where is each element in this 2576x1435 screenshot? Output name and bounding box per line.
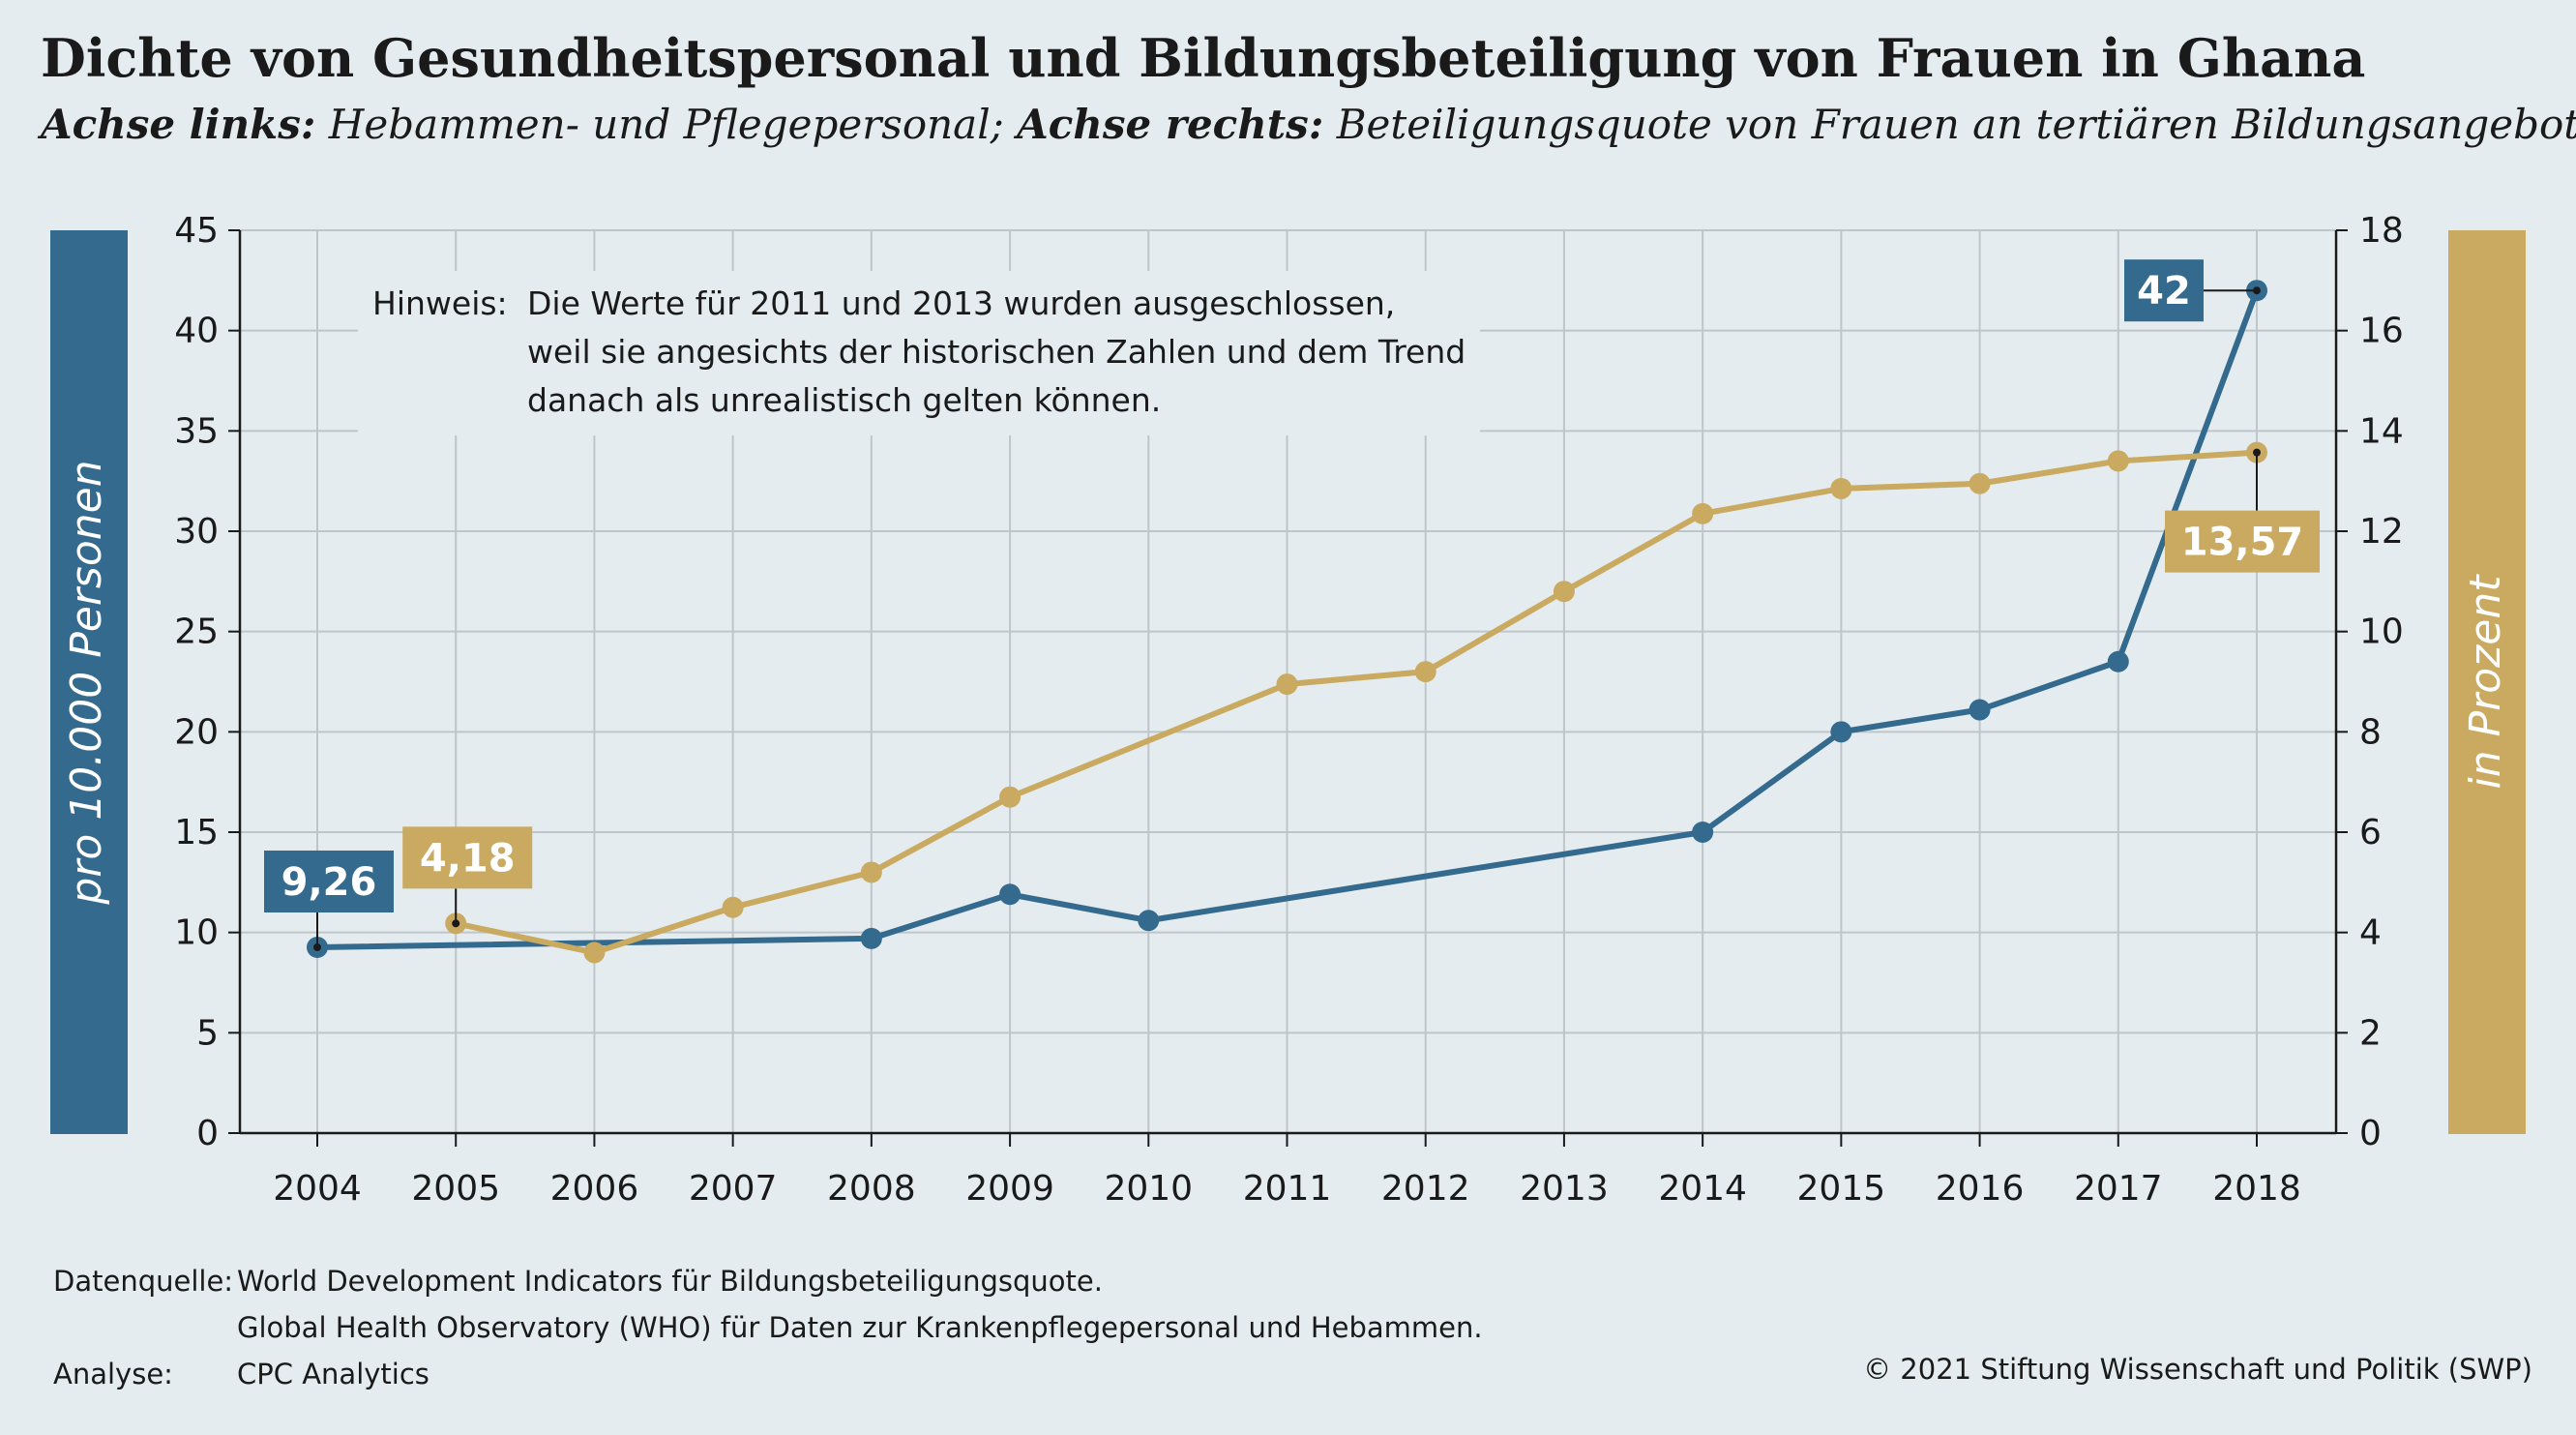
annotation-anchor-dot (2253, 286, 2261, 295)
x-axis-tick-label: 2004 (273, 1169, 362, 1209)
left-axis-tick-label: 40 (174, 312, 219, 351)
x-axis-tick-label: 2015 (1797, 1169, 1886, 1209)
right-axis-tick-label: 10 (2359, 613, 2404, 652)
x-axis-tick-label: 2010 (1104, 1169, 1193, 1209)
note-label: Hinweis: (372, 284, 508, 322)
annotation-label: 42 (2137, 269, 2191, 314)
left-axis-tick-label: 0 (196, 1114, 219, 1153)
annotation-badge (2124, 259, 2204, 322)
data-point-right (1414, 661, 1436, 683)
x-axis-tick-label: 2017 (2074, 1169, 2163, 1209)
source-text-1: World Development Indicators für Bildung… (237, 1265, 1103, 1298)
data-point-right (1830, 477, 1852, 499)
left-axis-tick-label: 30 (174, 512, 219, 552)
data-point-right (1276, 673, 1298, 696)
data-point-left (1969, 699, 1991, 721)
data-point-right (1553, 581, 1575, 603)
x-axis-tick-label: 2014 (1658, 1169, 1747, 1209)
x-axis-tick-label: 2018 (2212, 1169, 2301, 1209)
right-axis-tick-label: 8 (2359, 712, 2382, 752)
series-layer (307, 280, 2267, 964)
grid (240, 229, 2336, 1133)
annotation-badge (2165, 510, 2320, 573)
left-axis-tick-label: 20 (174, 712, 219, 752)
subtitle-right-label: Achse rechts: (1017, 101, 1324, 148)
x-axis-tick-label: 2013 (1520, 1169, 1609, 1209)
annotation-anchor-dot (2253, 448, 2261, 457)
right-axis-tick-label: 18 (2359, 211, 2404, 251)
x-axis-tick-label: 2011 (1243, 1169, 1332, 1209)
subtitle-left-text: Hebammen- und Pflegepersonal; (315, 101, 1018, 148)
right-axis-tick-label: 6 (2359, 813, 2382, 852)
right-axis-tick-label: 12 (2359, 512, 2404, 552)
x-axis-tick-label: 2006 (550, 1169, 639, 1209)
annotation-layer: 9,26 4,18 42 13,57 (264, 259, 2320, 952)
right-axis-tick-label: 14 (2359, 411, 2404, 451)
data-point-right (999, 786, 1022, 808)
data-point-right (1692, 502, 1714, 524)
analysis-text: CPC Analytics (237, 1358, 429, 1390)
data-point-left (1830, 721, 1852, 743)
left-axis-title: pro 10.000 Personen (62, 460, 111, 905)
note-line-2: weil sie angesichts der historischen Zah… (527, 333, 1466, 371)
data-point-right (583, 942, 606, 964)
right-axis-band (2448, 230, 2526, 1134)
axes: 0 5 10 15 20 25 30 35 40 45 0 2 4 6 8 10 12 14 16 18 2004 200… (174, 211, 2404, 1209)
data-point-left (1138, 910, 1160, 932)
x-axis-tick-label: 2005 (411, 1169, 500, 1209)
analysis-row: Analyse: CPC Analytics (53, 1351, 1483, 1397)
data-point-left (2107, 650, 2129, 673)
data-point-right (1969, 472, 1991, 494)
data-point-left (1692, 822, 1714, 843)
source-label: Datenquelle: (53, 1265, 234, 1298)
analysis-label: Analyse: (53, 1358, 173, 1390)
left-axis-tick-label: 25 (174, 613, 219, 652)
annotation-badge (402, 826, 533, 889)
x-axis-tick-label: 2012 (1381, 1169, 1470, 1209)
left-axis-tick-label: 10 (174, 913, 219, 953)
right-axis-title: in Prozent (2461, 574, 2510, 790)
data-point-right (722, 896, 744, 918)
data-point-right (860, 861, 882, 883)
x-axis-tick-label: 2016 (1936, 1169, 2025, 1209)
annotation-anchor-dot (313, 943, 321, 952)
data-point-left (860, 927, 882, 949)
right-axis-tick-label: 2 (2359, 1013, 2382, 1053)
x-axis-tick-label: 2009 (965, 1169, 1054, 1209)
left-axis-tick-label: 15 (174, 813, 219, 852)
source-row-1: Datenquelle: World Development Indicator… (53, 1258, 1483, 1304)
left-axis-tick-label: 35 (174, 411, 219, 451)
note-line-3: danach als unrealistisch gelten können. (527, 381, 1161, 419)
x-axis-tick-label: 2008 (827, 1169, 916, 1209)
left-axis-tick-label: 45 (174, 211, 219, 251)
chart-subtitle: Achse links: Hebammen- und Pflegepersona… (41, 101, 2576, 148)
left-axis-band (50, 230, 128, 1134)
source-text-2: Global Health Observatory (WHO) für Date… (237, 1311, 1483, 1344)
subtitle-right-text: Beteiligungsquote von Frauen an tertiäre… (1323, 101, 2576, 148)
right-axis-tick-label: 0 (2359, 1114, 2382, 1153)
subtitle-left-label: Achse links: (41, 101, 316, 148)
source-row-2: Global Health Observatory (WHO) für Date… (53, 1304, 1483, 1351)
annotation-label: 4,18 (420, 836, 516, 881)
copyright: © 2021 Stiftung Wissenschaft und Politik… (1863, 1353, 2532, 1386)
data-point-right (2107, 450, 2129, 472)
x-axis-tick-label: 2007 (689, 1169, 778, 1209)
note-line-1: Die Werte für 2011 und 2013 wurden ausge… (527, 284, 1395, 322)
annotation-label: 9,26 (281, 860, 377, 905)
right-axis-tick-label: 4 (2359, 913, 2382, 953)
left-axis-tick-label: 5 (196, 1013, 219, 1053)
note-background (358, 271, 1480, 435)
note-box: Hinweis: Die Werte für 2011 und 2013 wur… (358, 271, 1480, 435)
chart-title: Dichte von Gesundheitspersonal und Bildu… (41, 27, 2366, 89)
data-point-left (999, 883, 1022, 906)
annotation-label: 13,57 (2181, 521, 2304, 565)
right-axis-tick-label: 16 (2359, 312, 2404, 351)
annotation-anchor-dot (452, 919, 460, 928)
annotation-badge (264, 851, 394, 913)
footer: Datenquelle: World Development Indicator… (53, 1258, 1483, 1397)
